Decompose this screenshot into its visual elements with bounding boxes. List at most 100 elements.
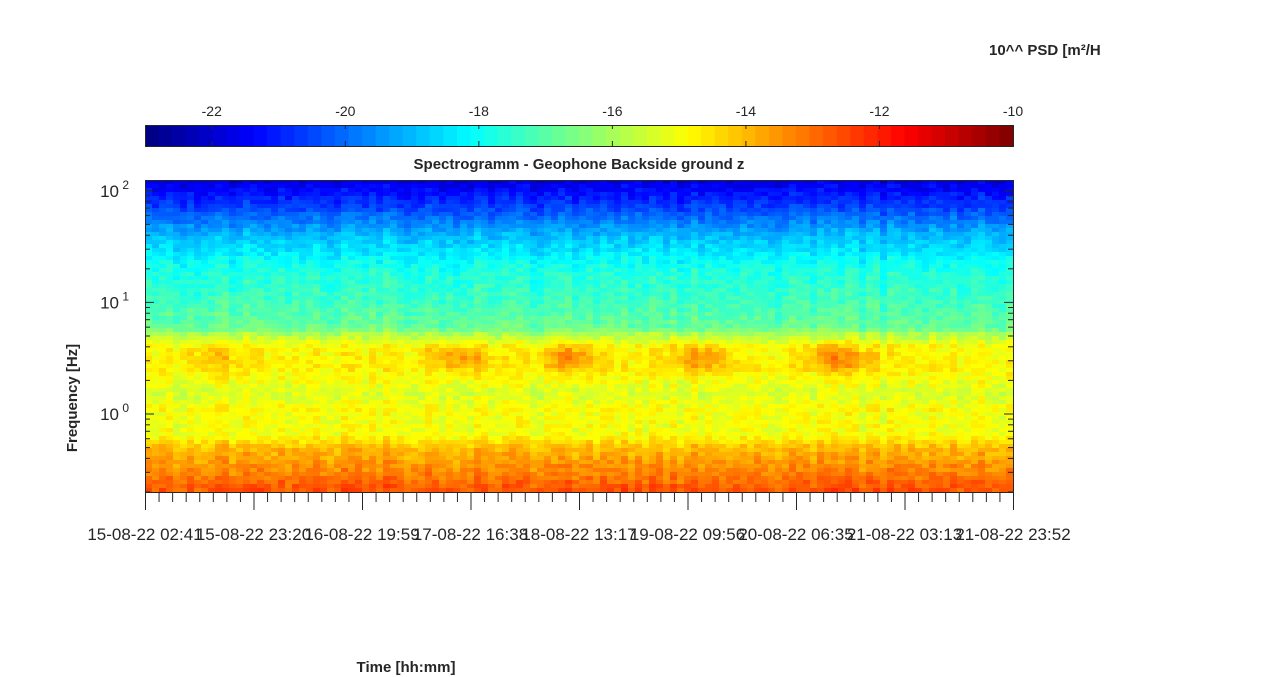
heatmap-cell bbox=[152, 444, 160, 449]
heatmap-cell bbox=[474, 444, 482, 449]
heatmap-cell bbox=[411, 300, 419, 305]
heatmap-cell bbox=[446, 324, 454, 329]
heatmap-cell bbox=[579, 340, 587, 345]
heatmap-cell bbox=[446, 244, 454, 249]
heatmap-cell bbox=[166, 316, 174, 321]
heatmap-cell bbox=[222, 212, 230, 217]
heatmap-cell bbox=[537, 304, 545, 309]
heatmap-cell bbox=[229, 396, 237, 401]
heatmap-cell bbox=[159, 476, 167, 481]
heatmap-cell bbox=[208, 316, 216, 321]
heatmap-cell bbox=[502, 388, 510, 393]
heatmap-cell bbox=[187, 240, 195, 245]
heatmap-cell bbox=[579, 288, 587, 293]
heatmap-cell bbox=[306, 336, 314, 341]
heatmap-cell bbox=[236, 264, 244, 269]
heatmap-cell bbox=[537, 444, 545, 449]
heatmap-cell bbox=[439, 296, 447, 301]
heatmap-cell bbox=[250, 444, 258, 449]
heatmap-cell bbox=[306, 240, 314, 245]
heatmap-cell bbox=[481, 336, 489, 341]
heatmap-cell bbox=[201, 272, 209, 277]
heatmap-cell bbox=[558, 236, 566, 241]
heatmap-cell bbox=[229, 240, 237, 245]
heatmap-cell bbox=[215, 460, 223, 465]
heatmap-cell bbox=[257, 416, 265, 421]
heatmap-cell bbox=[187, 476, 195, 481]
heatmap-cell bbox=[334, 248, 342, 253]
heatmap-cell bbox=[495, 304, 503, 309]
heatmap-cell bbox=[320, 244, 328, 249]
heatmap-cell bbox=[495, 472, 503, 477]
heatmap-cell bbox=[432, 476, 440, 481]
heatmap-cell bbox=[439, 264, 447, 269]
heatmap-cell bbox=[572, 352, 580, 357]
heatmap-cell bbox=[313, 432, 321, 437]
heatmap-cell bbox=[292, 200, 300, 205]
heatmap-cell bbox=[222, 444, 230, 449]
heatmap-cell bbox=[327, 380, 335, 385]
heatmap-cell bbox=[397, 184, 405, 189]
heatmap-cell bbox=[208, 336, 216, 341]
heatmap-cell bbox=[446, 476, 454, 481]
heatmap-cell bbox=[341, 292, 349, 297]
heatmap-cell bbox=[257, 228, 265, 233]
heatmap-cell bbox=[334, 192, 342, 197]
heatmap-cell bbox=[201, 396, 209, 401]
heatmap-cell bbox=[264, 296, 272, 301]
heatmap-cell bbox=[572, 420, 580, 425]
heatmap-cell bbox=[334, 232, 342, 237]
heatmap-cell bbox=[481, 408, 489, 413]
heatmap-cell bbox=[152, 320, 160, 325]
heatmap-cell bbox=[369, 432, 377, 437]
heatmap-cell bbox=[432, 280, 440, 285]
heatmap-cell bbox=[257, 344, 265, 349]
heatmap-cell bbox=[355, 400, 363, 405]
heatmap-cell bbox=[285, 324, 293, 329]
heatmap-cell bbox=[467, 424, 475, 429]
heatmap-cell bbox=[313, 464, 321, 469]
heatmap-cell bbox=[348, 328, 356, 333]
heatmap-cell bbox=[236, 288, 244, 293]
heatmap-cell bbox=[145, 452, 153, 457]
heatmap-cell bbox=[215, 188, 223, 193]
heatmap-cell bbox=[530, 340, 538, 345]
heatmap-cell bbox=[390, 452, 398, 457]
heatmap-cell bbox=[425, 244, 433, 249]
heatmap-cell bbox=[306, 188, 314, 193]
heatmap-cell bbox=[537, 264, 545, 269]
heatmap-cell bbox=[495, 244, 503, 249]
heatmap-cell bbox=[292, 348, 300, 353]
heatmap-cell bbox=[572, 356, 580, 361]
heatmap-cell bbox=[523, 376, 531, 381]
heatmap-cell bbox=[159, 220, 167, 225]
heatmap-cell bbox=[453, 396, 461, 401]
heatmap-cell bbox=[544, 272, 552, 277]
heatmap-cell bbox=[243, 248, 251, 253]
heatmap-cell bbox=[341, 224, 349, 229]
heatmap-cell bbox=[285, 448, 293, 453]
heatmap-cell bbox=[404, 232, 412, 237]
heatmap-cell bbox=[530, 336, 538, 341]
heatmap-cell bbox=[467, 464, 475, 469]
heatmap-cell bbox=[299, 196, 307, 201]
heatmap-cell bbox=[341, 396, 349, 401]
heatmap-cell bbox=[425, 260, 433, 265]
heatmap-cell bbox=[173, 196, 181, 201]
heatmap-cell bbox=[404, 180, 412, 185]
heatmap-cell bbox=[572, 428, 580, 433]
heatmap-cell bbox=[320, 388, 328, 393]
heatmap-cell bbox=[341, 216, 349, 221]
heatmap-cell bbox=[425, 416, 433, 421]
heatmap-cell bbox=[397, 292, 405, 297]
heatmap-cell bbox=[362, 192, 370, 197]
heatmap-cell bbox=[362, 252, 370, 257]
heatmap-cell bbox=[453, 204, 461, 209]
heatmap-cell bbox=[299, 192, 307, 197]
heatmap-cell bbox=[243, 380, 251, 385]
heatmap-cell bbox=[439, 428, 447, 433]
heatmap-cell bbox=[145, 432, 153, 437]
heatmap-cell bbox=[558, 280, 566, 285]
heatmap-cell bbox=[306, 396, 314, 401]
heatmap-cell bbox=[572, 272, 580, 277]
